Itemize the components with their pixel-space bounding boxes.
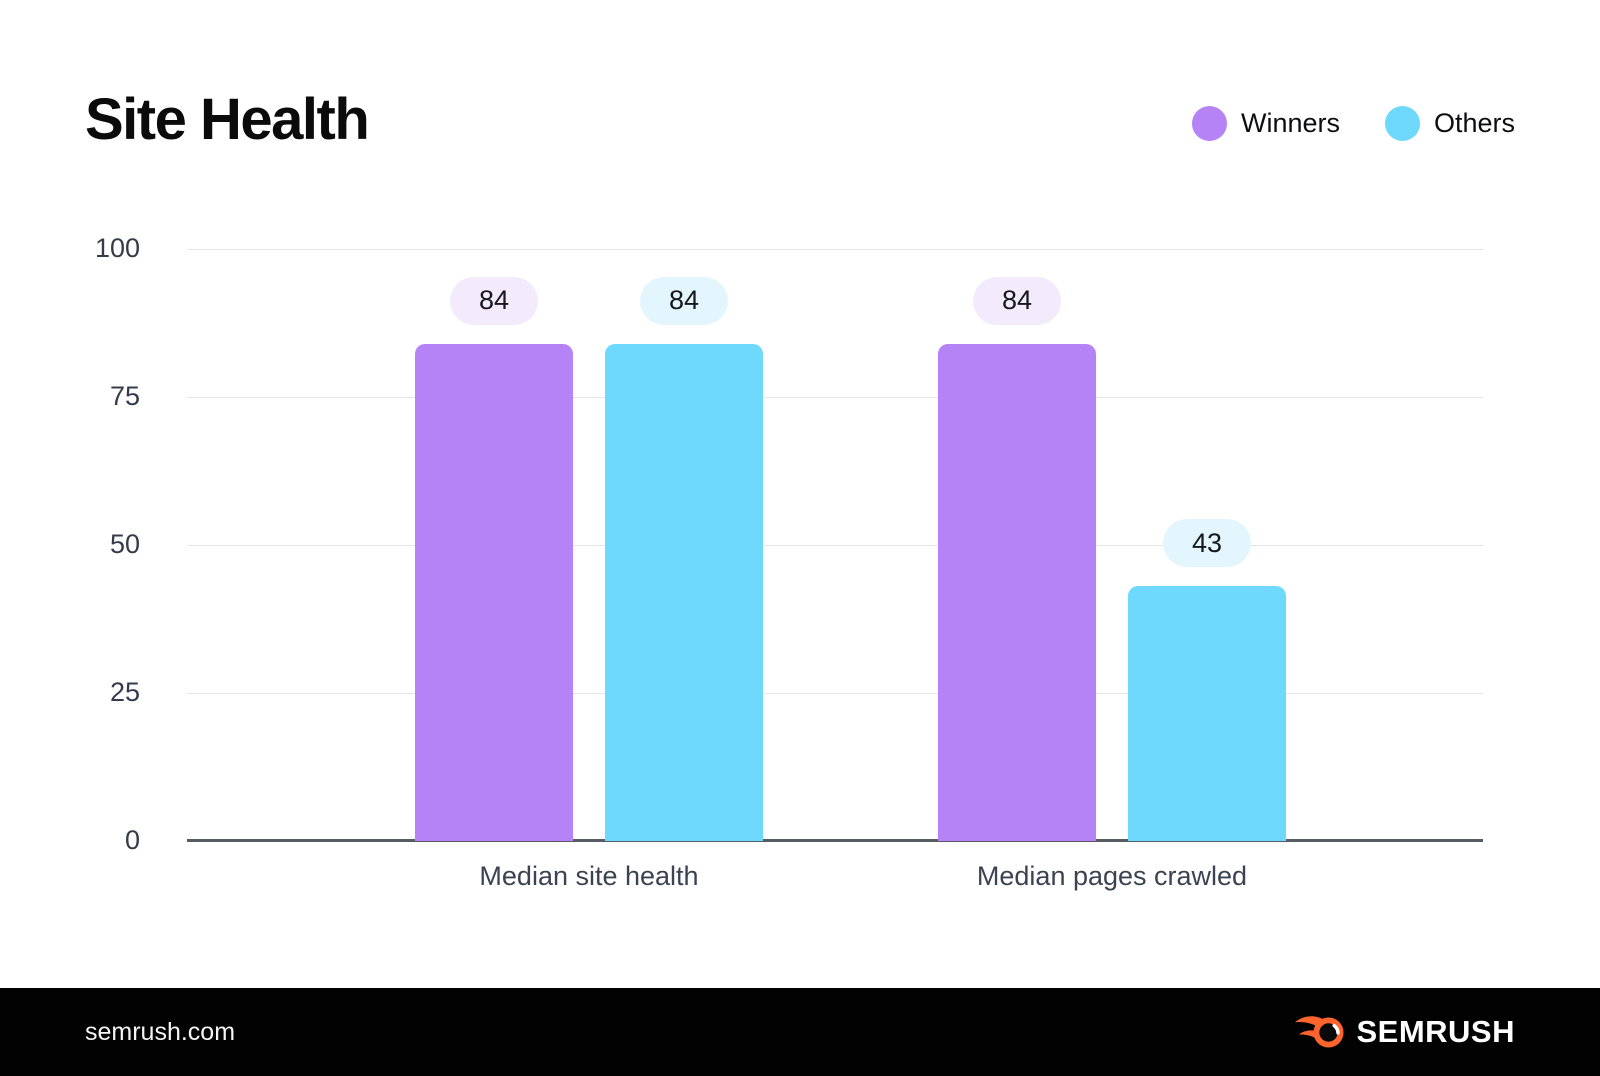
bar-winners-2 — [938, 343, 1096, 841]
bar-others-1 — [605, 343, 763, 841]
x-axis-line — [187, 839, 1483, 842]
gridline-25 — [187, 693, 1483, 694]
value-label-others-1: 84 — [640, 276, 728, 325]
y-tick-label-50: 50 — [109, 529, 140, 559]
semrush-logo: SEMRUSH — [1294, 1014, 1515, 1051]
gridline-50 — [187, 545, 1483, 546]
legend-item-others: Others — [1385, 104, 1515, 142]
y-tick-label-0: 0 — [124, 825, 140, 855]
legend-item-winners: Winners — [1192, 104, 1340, 142]
page-title: Site Health — [85, 87, 370, 152]
y-tick-label-75: 75 — [109, 381, 140, 411]
bar-winners-1 — [415, 343, 573, 841]
semrush-flame-icon — [1295, 1015, 1344, 1047]
x-axis-label-2: Median pages crawled — [976, 861, 1248, 891]
y-tick-label-100: 100 — [94, 233, 140, 263]
semrush-wordmark: SEMRUSH — [1356, 1014, 1515, 1049]
gridline-75 — [187, 397, 1483, 398]
x-axis-label-1: Median site health — [479, 861, 699, 891]
value-label-winners-1: 84 — [450, 276, 538, 325]
legend-label-winners: Winners — [1241, 107, 1341, 138]
winners-swatch-icon — [1192, 105, 1227, 141]
y-tick-label-25: 25 — [109, 677, 140, 707]
gridline-100 — [187, 249, 1483, 250]
value-label-winners-2: 84 — [973, 276, 1061, 325]
bar-others-2 — [1128, 586, 1286, 841]
bar-chart-plot-area: 84 84 Median site health 84 43 Median pages c… — [187, 249, 1483, 891]
legend-label-others: Others — [1434, 107, 1516, 138]
others-swatch-icon — [1385, 105, 1420, 141]
footer-site-url: semrush.com — [85, 1017, 236, 1046]
value-label-others-2: 43 — [1163, 519, 1251, 568]
footer-bar: semrush.com SEMRUSH — [0, 988, 1600, 1076]
